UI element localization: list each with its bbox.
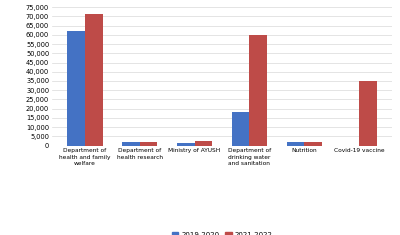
Bar — [140, 142, 157, 146]
Bar — [232, 112, 250, 146]
Bar — [68, 31, 85, 146]
Bar — [304, 142, 322, 146]
Bar — [287, 142, 304, 146]
Bar — [122, 142, 140, 146]
Bar — [250, 35, 267, 146]
Bar — [85, 14, 102, 146]
Legend: 2019-2020, 2021-2022: 2019-2020, 2021-2022 — [169, 230, 275, 235]
Bar — [359, 81, 376, 146]
Bar — [177, 143, 194, 146]
Bar — [194, 141, 212, 146]
